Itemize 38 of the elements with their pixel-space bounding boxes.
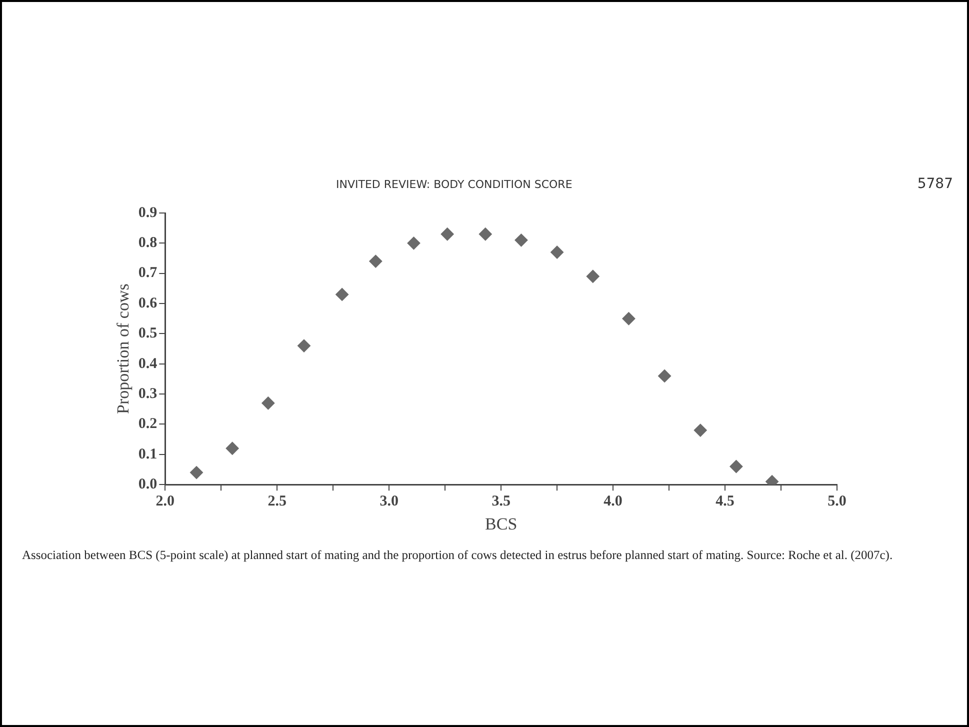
y-tick-label: 0.4 <box>138 356 158 372</box>
x-tick-label: 4.0 <box>604 493 622 510</box>
y-tick-label: 0.7 <box>138 265 158 282</box>
text: INVITED REVIEW: BODY CONDITION SCORE <box>336 178 572 191</box>
x-tick-label: 4.5 <box>716 493 734 510</box>
point <box>730 460 743 473</box>
point <box>190 466 204 480</box>
x-tick-label: 3.5 <box>492 493 510 510</box>
y-tick-label: 0.3 <box>138 386 158 402</box>
point <box>298 339 310 352</box>
x-tick-label: 2.5 <box>268 493 286 510</box>
point <box>586 270 600 283</box>
point <box>622 312 636 326</box>
y-tick-label: 0.0 <box>138 476 158 492</box>
point <box>369 254 382 268</box>
point <box>407 236 420 250</box>
point <box>226 442 239 455</box>
point <box>478 228 492 241</box>
x-tick-label: 2.0 <box>156 493 175 510</box>
point <box>694 424 707 437</box>
y-axis-title: Proportion of cows <box>114 284 133 414</box>
y-tick-label: 0.8 <box>138 235 158 252</box>
x-axis-title: BCS <box>485 514 518 534</box>
y-tick-label: 0.5 <box>138 326 158 342</box>
text: 5787 <box>917 176 953 192</box>
y-tick-label: 0.1 <box>138 446 158 462</box>
point <box>658 369 672 382</box>
y-tick-label: 0.9 <box>138 204 158 221</box>
point <box>336 288 349 301</box>
x-tick-label: 5.0 <box>828 493 846 510</box>
point <box>550 246 564 259</box>
point <box>440 228 454 241</box>
y-tick-label: 0.6 <box>138 295 158 312</box>
point <box>514 234 528 247</box>
x-tick-label: 3.0 <box>380 493 398 510</box>
point <box>262 396 275 410</box>
y-tick-label: 0.2 <box>138 416 158 432</box>
text: Association between BCS (5-point scale) at planned start of mating and the proportion of cows detected in estrus before planned start of mating. Source: Roche et al. (2007c). <box>22 548 894 562</box>
